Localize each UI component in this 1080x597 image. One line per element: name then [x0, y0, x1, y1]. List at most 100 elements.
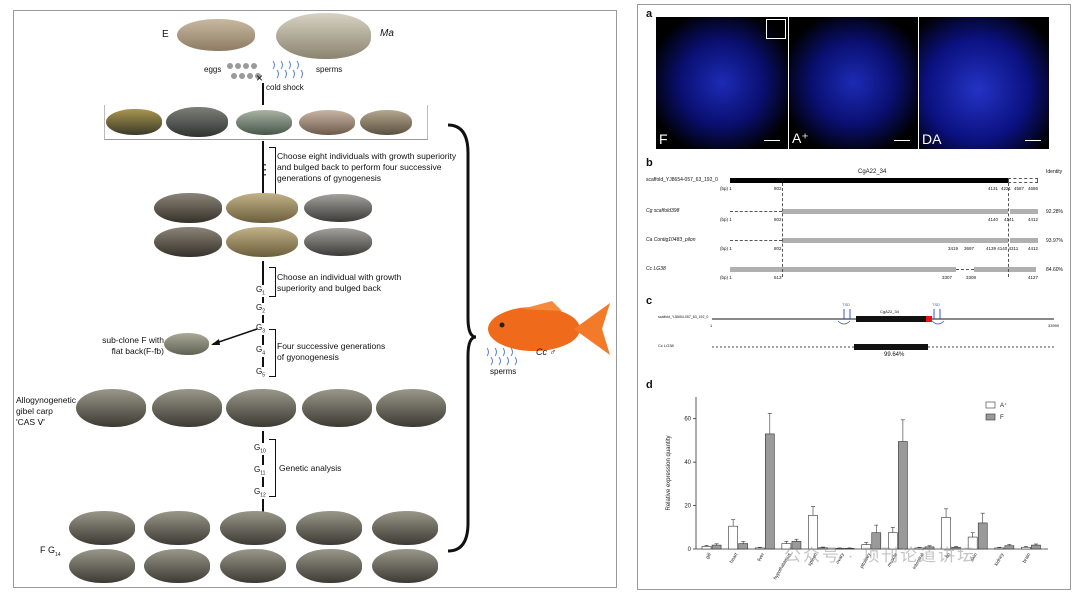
- species-ma-label: Ma: [380, 28, 394, 39]
- gen-g12: G12: [254, 487, 266, 499]
- panel-b-bar-3: [730, 267, 956, 272]
- gen-g2: G2: [256, 303, 266, 315]
- fish-gibel-2: [152, 389, 222, 427]
- fish-gen-4: [154, 227, 222, 257]
- gen-g5: G5: [256, 367, 266, 379]
- x-tick-label-gill: gill: [705, 552, 713, 560]
- x-tick-label-fin: fin: [945, 552, 953, 560]
- fish-e: [177, 19, 255, 51]
- fish-final-8: [220, 549, 286, 583]
- fish-ma: [276, 13, 371, 59]
- panel-c-letter: c: [646, 295, 653, 307]
- panel-b-bar-0: [730, 178, 1008, 183]
- fish-final-5: [372, 511, 438, 545]
- fish-gibel-1: [76, 389, 146, 427]
- x-tick-label-ovary: ovary: [835, 551, 846, 565]
- fish-final-10: [372, 549, 438, 583]
- bar-f-skin: [977, 522, 988, 550]
- panel-a-image-aplus: A⁺: [789, 17, 918, 149]
- fish-hybrid-2: [166, 107, 228, 137]
- panel-c-end: 33990: [1048, 323, 1060, 328]
- eggs-label: eggs: [204, 65, 222, 74]
- right-figure-panel: a F A⁺ DA b CgA22_34 Identity scaffold_Y…: [637, 4, 1071, 590]
- cross-symbol: ×: [256, 71, 264, 85]
- panel-b-bar-1: [782, 209, 1008, 214]
- fish-gibel-4: [302, 389, 372, 427]
- fish-hybrid-3: [236, 110, 292, 135]
- dots-ellipsis: ⋮: [258, 161, 272, 177]
- bar-f-liver: [764, 433, 775, 550]
- panel-d-letter: d: [646, 379, 653, 391]
- y-tick-label-3: 60: [684, 417, 691, 423]
- left-figure-panel: E Ma eggs × sperms cold shock ⋮ Choose e…: [13, 10, 617, 588]
- panel-c-identity: 99.64%: [884, 352, 905, 358]
- fish-final-3: [220, 511, 286, 545]
- fish-gen-2: [226, 193, 298, 223]
- panel-a-letter: a: [646, 8, 653, 20]
- panel-a-scalebar-da: [1025, 140, 1041, 141]
- bar-f-gill: [711, 544, 722, 550]
- eggs-icon: [226, 61, 270, 83]
- fish-final-1: [69, 511, 135, 545]
- panel-b-identity-header: Identity: [1046, 169, 1063, 175]
- fish-final-9: [296, 549, 362, 583]
- fish-gibel-5: [376, 389, 446, 427]
- bar-aplus-muscle: [888, 532, 898, 550]
- sperms-label-right: sperms: [490, 367, 517, 376]
- species-e-label: E: [162, 29, 169, 40]
- bar-f-pituitary: [871, 532, 882, 550]
- fish-final-2: [144, 511, 210, 545]
- bar-aplus-intestine: [914, 547, 925, 550]
- bar-f-hypothalamus: [791, 541, 802, 550]
- panel-a-scalebar-f: [764, 140, 780, 141]
- panel-a-image-f: F: [656, 17, 788, 149]
- gen-g4: G4: [256, 345, 266, 357]
- step1-text: Choose eight individuals with growth sup…: [277, 151, 457, 183]
- panel-c-start: 1: [710, 323, 713, 328]
- fish-final-7: [144, 549, 210, 583]
- panel-a-image-da: DA: [919, 17, 1049, 149]
- subclone-label: sub-clone F with flat back(F-fb): [102, 335, 164, 356]
- fish-gen-6: [304, 228, 372, 256]
- panel-b-guide-802: [782, 183, 783, 277]
- step3-bracket: [269, 329, 276, 377]
- bar-aplus-brain: [1021, 546, 1031, 550]
- step1-bracket: [269, 147, 276, 195]
- panel-c-tsd-left: TSD: [842, 302, 850, 307]
- fish-gibel-3: [226, 389, 296, 427]
- bar-f-brain: [1031, 544, 1041, 550]
- bar-aplus-heart: [728, 525, 738, 550]
- cc-label: Cc ♂: [536, 347, 557, 357]
- x-tick-label-heart: heart: [729, 551, 740, 564]
- bar-aplus-liver: [754, 547, 765, 550]
- big-bracket: [446, 123, 477, 553]
- bar-f-kidney: [1004, 545, 1015, 550]
- sperms-label: sperms: [316, 65, 343, 74]
- fg14-label: F G14: [40, 545, 61, 558]
- panel-b-row-2: Ca Contig10483_pilon (bp) 1 802 3419 369…: [646, 237, 1063, 251]
- fish-final-6: [69, 549, 135, 583]
- y-tick-label-2: 40: [684, 460, 691, 466]
- step2-bracket: [269, 267, 276, 297]
- fish-hybrid-4: [299, 110, 355, 135]
- subclone-arrow: [209, 327, 259, 347]
- panel-c-tsd-right: TSD: [932, 302, 940, 307]
- arrow-down-3: [262, 261, 264, 379]
- bar-aplus-gill: [701, 546, 712, 550]
- y-tick-label-1: 20: [684, 504, 691, 510]
- expression-bar-chart: 0 20 40 60 Relative expression quantity gill h…: [666, 397, 1048, 581]
- panel-d-watermark: 公众号 · 顶刊论道讲坛: [784, 546, 977, 565]
- x-tick-label-kidney: kidney: [993, 551, 1005, 567]
- cold-shock-label: cold shock: [266, 83, 304, 92]
- y-tick-label-0: 0: [688, 547, 692, 553]
- first-generation-box: [104, 105, 428, 140]
- fish-gen-5: [226, 227, 298, 257]
- x-tick-label-liver: liver: [756, 552, 766, 563]
- step2-text: Choose an individual with growth superio…: [277, 272, 402, 293]
- panel-b-row-1: Cg scaffold398 (bp) 1 802 4140 4141 4412…: [646, 208, 1063, 222]
- panel-b-gene: CgA22_34: [858, 169, 887, 175]
- panel-a-label-f: F: [659, 131, 668, 147]
- fish-subclone: [164, 333, 209, 355]
- gen-g10: G10: [254, 443, 266, 455]
- x-tick-label-skin: skin: [969, 552, 979, 563]
